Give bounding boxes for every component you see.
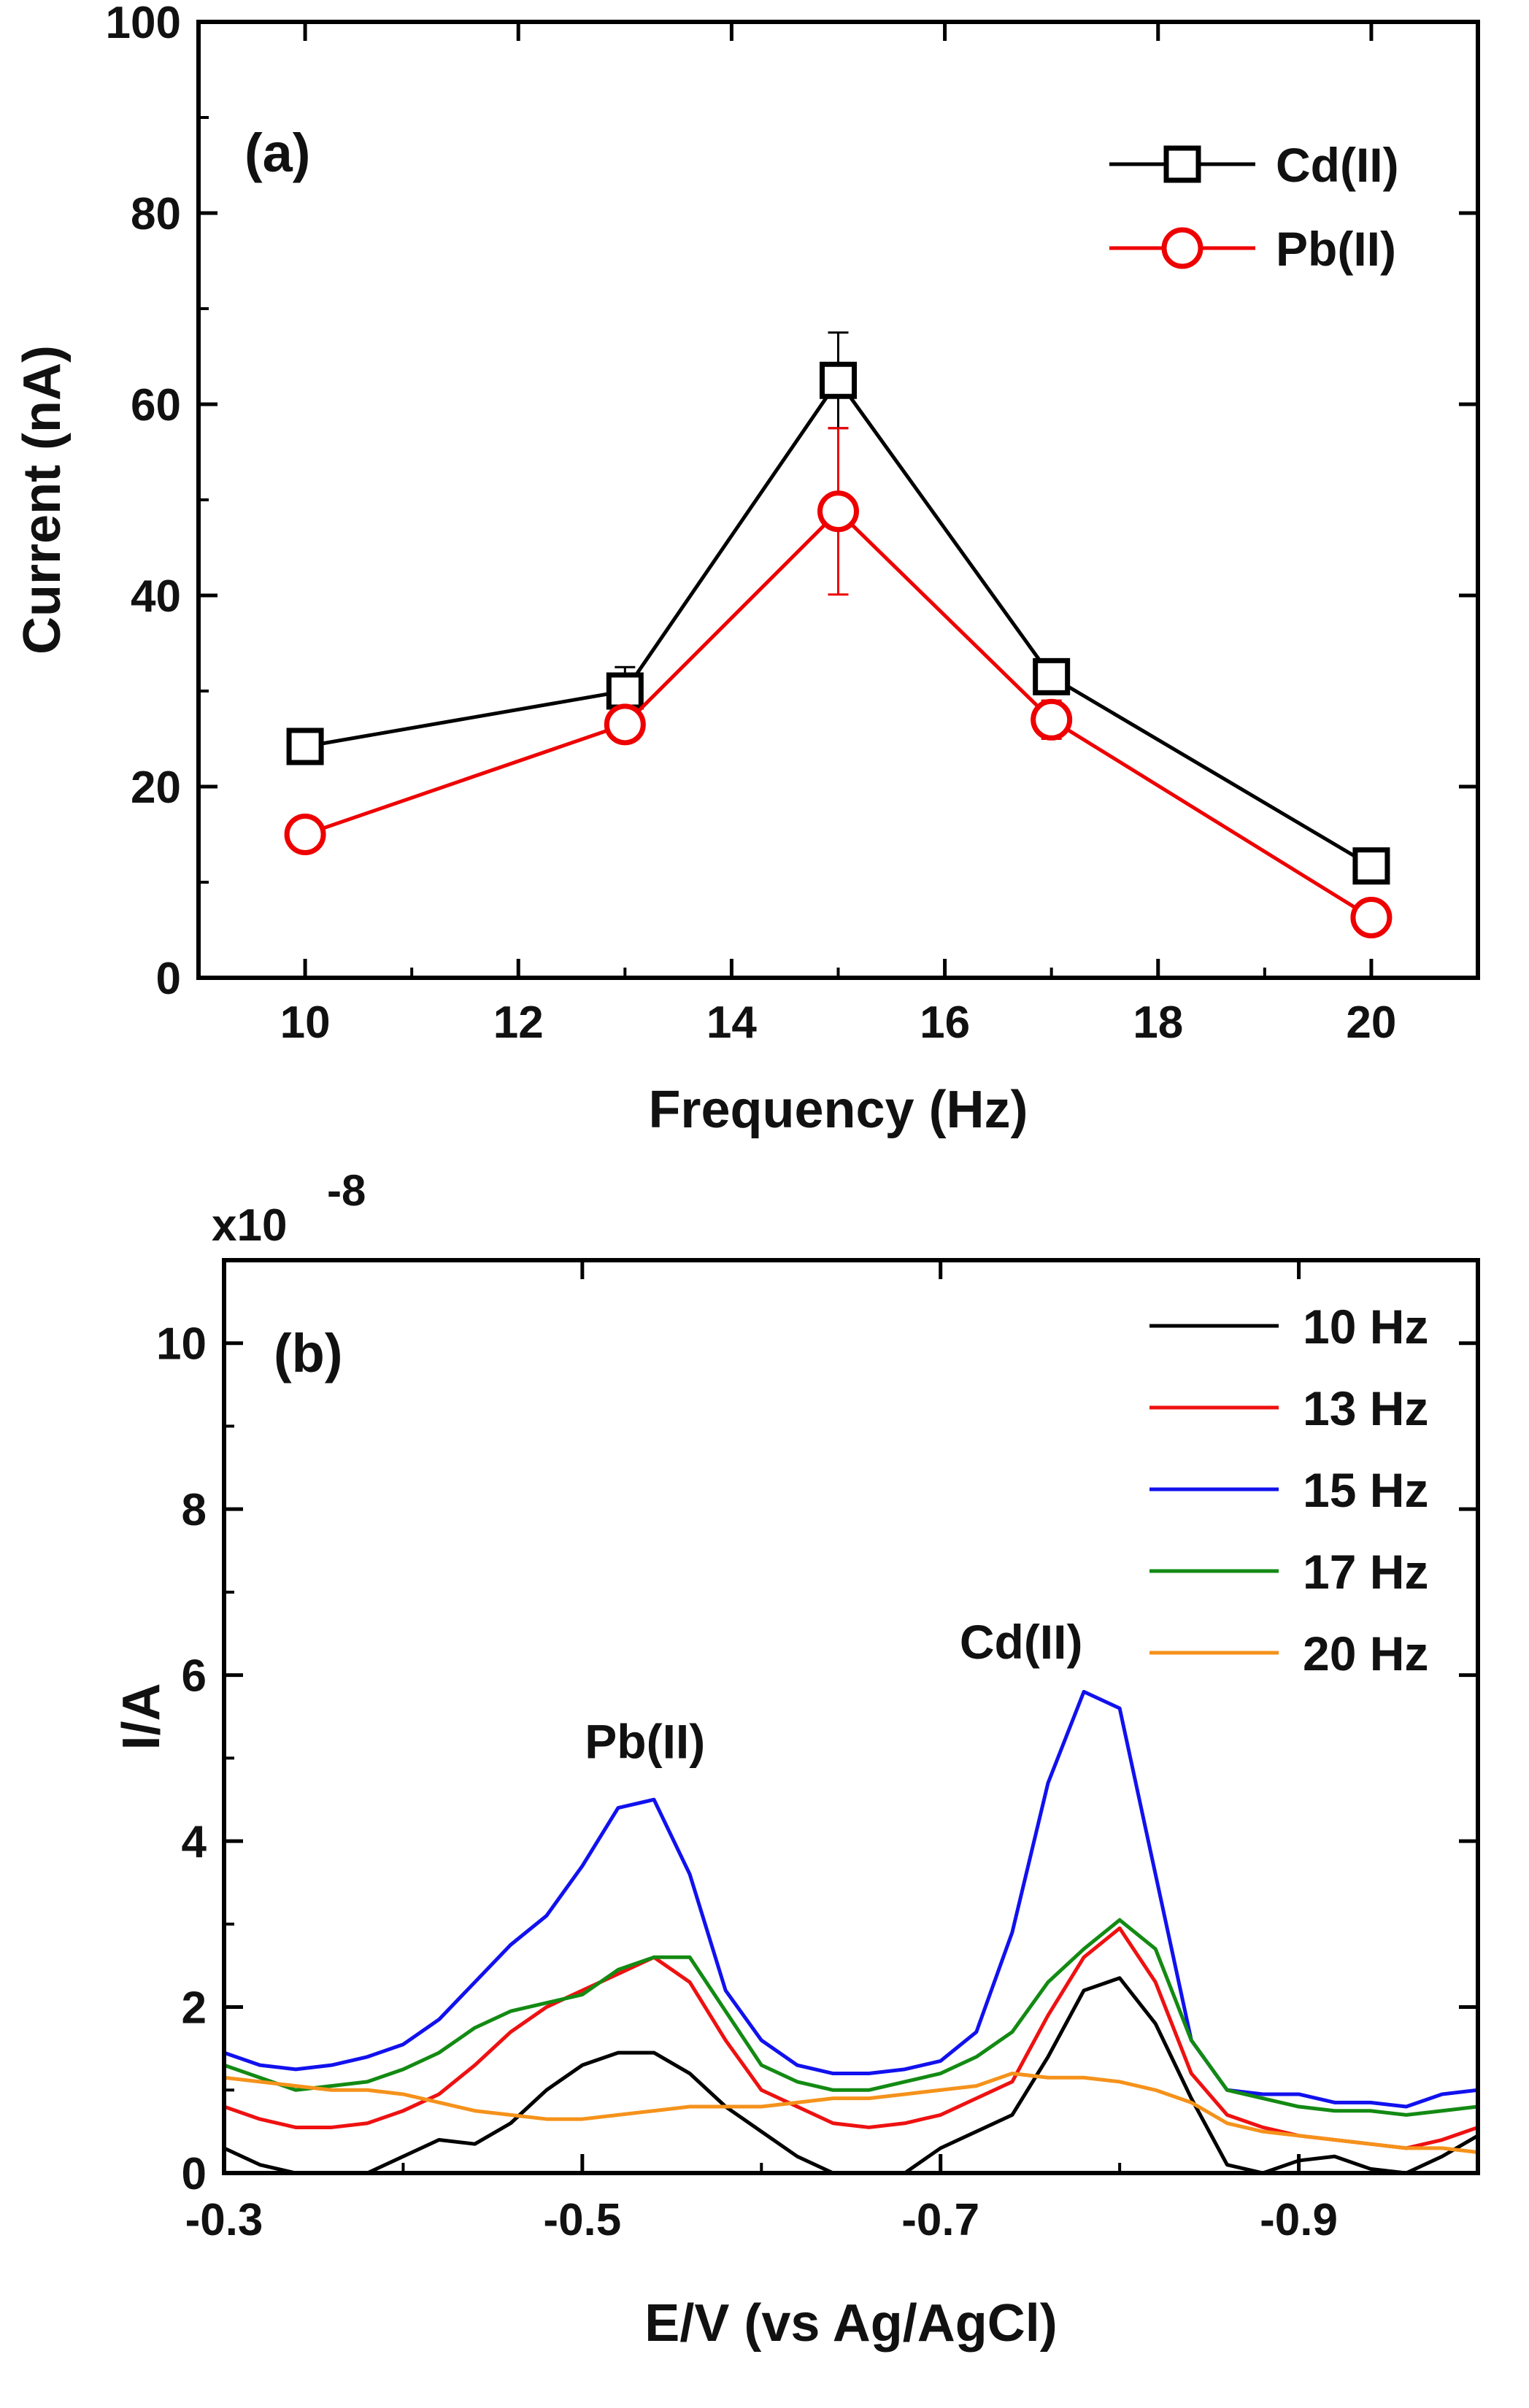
series-line-b-4 bbox=[224, 2072, 1478, 2155]
series-line-b-3 bbox=[224, 1918, 1478, 2117]
x-tick-label-a: 16 bbox=[920, 997, 970, 1048]
x-tick-label-a: 10 bbox=[280, 997, 331, 1048]
y-multiplier-exp-b: -8 bbox=[327, 1166, 366, 1215]
x-tick-label-b: -0.5 bbox=[543, 2195, 621, 2245]
data-point-a-0 bbox=[820, 361, 857, 399]
legend-label-b: 10 Hz bbox=[1303, 1300, 1428, 1354]
y-tick-label-b: 0 bbox=[182, 2149, 207, 2199]
series-line-b-2 bbox=[224, 1689, 1478, 2109]
legend-label-b: 15 Hz bbox=[1303, 1463, 1428, 1517]
x-tick-label-a: 20 bbox=[1346, 997, 1396, 1048]
x-tick-label-b: -0.7 bbox=[901, 2195, 979, 2245]
data-point-a-1 bbox=[1350, 896, 1393, 938]
x-axis-title-a: Frequency (Hz) bbox=[648, 1081, 1028, 1139]
legend-label-a: Cd(II) bbox=[1276, 138, 1399, 192]
data-point-a-0 bbox=[606, 672, 644, 710]
y-tick-label-b: 10 bbox=[156, 1319, 207, 1370]
legend-label-b: 20 Hz bbox=[1303, 1626, 1428, 1680]
data-point-a-1 bbox=[1031, 698, 1073, 741]
legend-label-b: 17 Hz bbox=[1303, 1545, 1428, 1599]
peak-annotation-b: Pb(II) bbox=[585, 1714, 705, 1768]
x-tick-label-a: 12 bbox=[493, 997, 544, 1048]
legend-marker-a bbox=[1161, 227, 1203, 269]
data-point-a-1 bbox=[817, 490, 859, 533]
data-point-a-1 bbox=[284, 814, 326, 855]
x-tick-label-b: -0.9 bbox=[1260, 2195, 1338, 2245]
y-tick-label-a: 100 bbox=[106, 0, 181, 48]
legend-marker-a bbox=[1163, 145, 1201, 183]
x-tick-label-b: -0.3 bbox=[185, 2195, 263, 2245]
x-tick-label-a: 14 bbox=[706, 997, 757, 1048]
series-line-b-1 bbox=[224, 1926, 1478, 2150]
data-point-a-1 bbox=[604, 703, 646, 746]
y-tick-label-a: 60 bbox=[131, 380, 181, 431]
data-point-a-0 bbox=[286, 728, 324, 765]
y-tick-label-b: 6 bbox=[182, 1651, 207, 1702]
y-tick-label-b: 4 bbox=[182, 1817, 207, 1867]
plot-frame-b bbox=[222, 1258, 1480, 2175]
y-tick-label-a: 80 bbox=[131, 189, 181, 239]
legend-label-a: Pb(II) bbox=[1276, 222, 1396, 276]
y-tick-label-a: 40 bbox=[131, 571, 181, 622]
y-tick-label-a: 0 bbox=[156, 954, 181, 1004]
y-axis-title-b: I/A bbox=[112, 1683, 171, 1750]
x-tick-label-a: 18 bbox=[1133, 997, 1183, 1048]
panel-label-b: (b) bbox=[274, 1323, 343, 1384]
series-line-b-0 bbox=[224, 1976, 1478, 2173]
y-tick-label-a: 20 bbox=[131, 763, 181, 813]
panel-label-a: (a) bbox=[244, 123, 310, 183]
y-axis-title-a: Current (nA) bbox=[13, 345, 72, 655]
data-point-a-0 bbox=[1352, 847, 1390, 885]
data-point-a-0 bbox=[1033, 657, 1071, 695]
legend-label-b: 13 Hz bbox=[1303, 1381, 1428, 1435]
y-tick-label-b: 8 bbox=[182, 1485, 207, 1535]
y-multiplier-b: x10 bbox=[212, 1200, 287, 1251]
y-tick-label-b: 2 bbox=[182, 1983, 207, 2034]
x-axis-title-b: E/V (vs Ag/AgCl) bbox=[644, 2294, 1057, 2353]
peak-annotation-b: Cd(II) bbox=[960, 1615, 1083, 1669]
